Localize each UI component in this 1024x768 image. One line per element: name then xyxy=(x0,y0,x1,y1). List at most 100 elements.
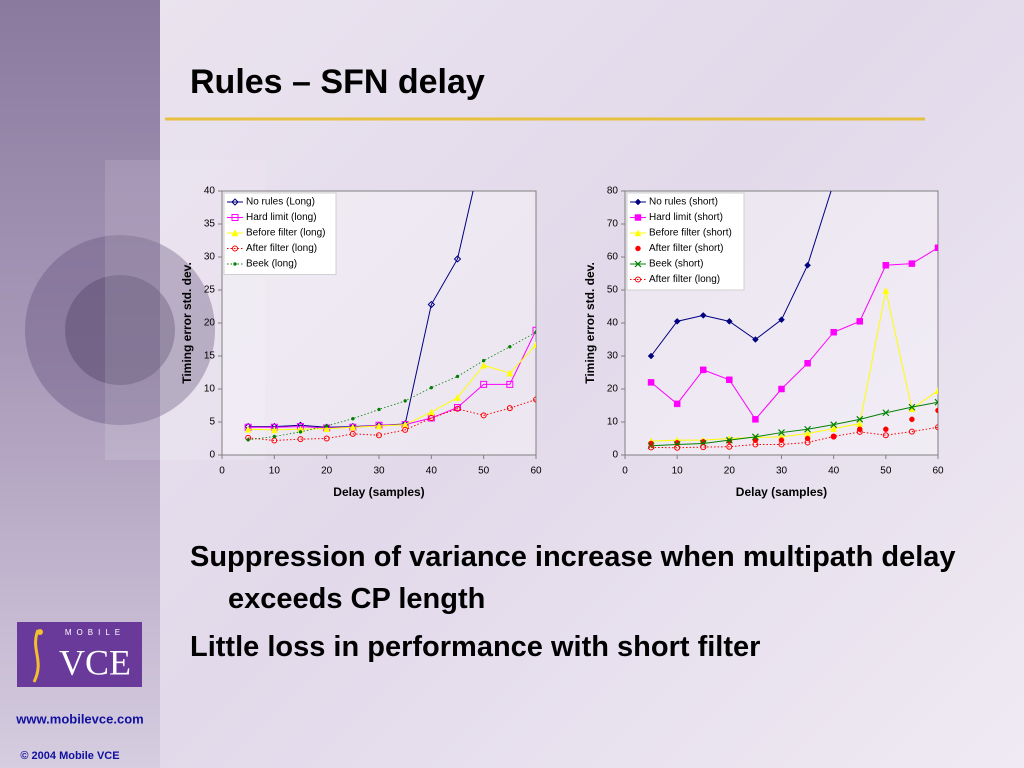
y-tick-label: 10 xyxy=(607,417,619,428)
logo-figure xyxy=(32,629,40,683)
data-point xyxy=(882,262,890,269)
bullet: Little loss in performance with short fi… xyxy=(190,631,761,663)
plot-series xyxy=(244,142,536,444)
logo-top: MOBILE xyxy=(65,628,125,637)
legend-marker xyxy=(233,262,237,266)
series-line xyxy=(248,331,536,441)
series-line xyxy=(248,399,536,441)
series-line xyxy=(651,290,938,442)
data-point xyxy=(375,432,383,439)
x-tick-label: 20 xyxy=(321,466,333,477)
x-tick-label: 0 xyxy=(622,466,628,477)
data-point xyxy=(324,424,329,428)
data-point xyxy=(480,380,488,388)
data-point xyxy=(349,423,357,431)
data-point xyxy=(778,385,785,393)
legend-label: Beek (long) xyxy=(246,259,297,270)
data-point xyxy=(700,366,707,374)
legend-marker xyxy=(231,214,239,221)
data-point xyxy=(508,345,512,349)
y-tick-label: 50 xyxy=(607,285,619,296)
legend-label: Before filter (long) xyxy=(246,228,325,239)
legend-marker xyxy=(634,276,642,283)
data-point xyxy=(882,409,890,417)
y-tick-label: 30 xyxy=(204,252,216,263)
y-tick-label: 20 xyxy=(204,318,216,329)
data-point xyxy=(271,437,278,444)
data-point xyxy=(481,142,487,148)
data-point xyxy=(804,425,812,433)
data-point xyxy=(532,396,536,403)
data-point xyxy=(935,407,938,414)
data-point xyxy=(909,416,915,423)
x-tick-label: 30 xyxy=(373,466,385,477)
data-point xyxy=(647,379,655,386)
data-point xyxy=(726,376,733,384)
data-point xyxy=(752,441,759,448)
data-point xyxy=(934,244,938,252)
y-tick-label: 35 xyxy=(204,219,216,230)
data-point xyxy=(882,287,890,294)
y-tick-label: 80 xyxy=(607,186,619,197)
logo-main: VCE xyxy=(59,642,131,682)
x-tick-label: 10 xyxy=(269,466,281,477)
data-point xyxy=(427,300,436,309)
series-line xyxy=(248,344,536,431)
y-tick-label: 40 xyxy=(204,186,216,197)
data-point xyxy=(532,341,536,349)
plot-series xyxy=(647,191,938,451)
data-point xyxy=(375,422,383,430)
x-tick-label: 10 xyxy=(672,466,684,477)
data-point xyxy=(830,425,838,432)
x-tick-label: 20 xyxy=(724,466,736,477)
x-tick-label: 60 xyxy=(932,466,944,477)
data-point xyxy=(804,261,811,269)
series-line xyxy=(651,426,938,449)
x-axis-label: Delay (samples) xyxy=(736,485,827,499)
data-point xyxy=(244,425,252,433)
data-point xyxy=(699,312,707,319)
data-point xyxy=(454,405,461,412)
legend-marker xyxy=(634,260,642,268)
x-tick-label: 60 xyxy=(530,466,542,477)
data-point xyxy=(481,358,486,363)
data-point xyxy=(673,400,681,408)
legend-label: No rules (Long) xyxy=(246,197,315,208)
data-point xyxy=(454,394,461,401)
data-point xyxy=(532,326,536,334)
y-tick-label: 25 xyxy=(204,285,216,296)
y-tick-label: 30 xyxy=(607,351,619,362)
data-point xyxy=(752,416,759,423)
data-point xyxy=(882,432,889,439)
data-point xyxy=(480,412,487,419)
x-tick-label: 50 xyxy=(880,466,892,477)
data-point xyxy=(673,317,681,325)
slide-title: Rules – SFN delay xyxy=(190,63,485,101)
y-tick-label: 0 xyxy=(612,450,618,461)
footer-copyright: © 2004 Mobile VCE xyxy=(20,750,119,762)
data-point xyxy=(725,436,733,444)
legend-box xyxy=(223,192,337,275)
sidebar-image xyxy=(65,275,175,385)
data-point xyxy=(674,444,681,451)
data-point xyxy=(778,441,785,448)
y-tick-label: 60 xyxy=(607,252,619,263)
data-point xyxy=(934,387,938,394)
legend-label: After filter (short) xyxy=(649,243,723,254)
legend-label: Before filter (short) xyxy=(649,228,732,239)
series-line xyxy=(651,401,938,447)
legend-marker xyxy=(634,229,642,237)
data-point xyxy=(830,421,838,429)
x-tick-label: 0 xyxy=(219,466,225,477)
data-point xyxy=(270,426,278,434)
legend-label: No rules (short) xyxy=(649,197,718,208)
bullet: Suppression of variance increase when mu… xyxy=(190,541,956,615)
x-tick-label: 40 xyxy=(828,466,840,477)
data-point xyxy=(272,434,277,439)
data-point xyxy=(244,423,252,431)
data-point xyxy=(429,386,434,390)
legend-marker xyxy=(634,214,642,221)
data-point xyxy=(297,436,304,443)
